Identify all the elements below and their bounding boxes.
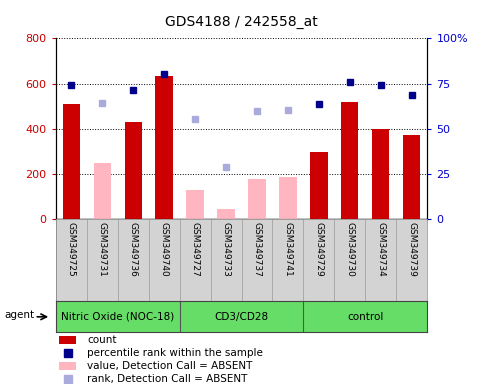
Text: agent: agent [5, 310, 35, 320]
Text: GSM349741: GSM349741 [284, 222, 293, 277]
Text: CD3/CD28: CD3/CD28 [214, 312, 269, 322]
Text: GSM349739: GSM349739 [408, 222, 416, 277]
Text: GSM349727: GSM349727 [190, 222, 199, 277]
Bar [59, 362, 76, 369]
Text: count: count [87, 334, 117, 344]
Bar [311, 152, 327, 219]
Bar [186, 190, 203, 219]
Text: GSM349736: GSM349736 [128, 222, 138, 277]
Text: value, Detection Call = ABSENT: value, Detection Call = ABSENT [87, 361, 253, 371]
Bar [62, 104, 80, 219]
Bar [156, 76, 172, 219]
Bar [403, 136, 421, 219]
Text: GSM349729: GSM349729 [314, 222, 324, 277]
Text: GSM349734: GSM349734 [376, 222, 385, 277]
Text: GSM349733: GSM349733 [222, 222, 230, 277]
Bar [59, 336, 76, 344]
Text: GSM349731: GSM349731 [98, 222, 107, 277]
Text: rank, Detection Call = ABSENT: rank, Detection Call = ABSENT [87, 374, 247, 384]
Bar [217, 209, 235, 219]
Text: Nitric Oxide (NOC-18): Nitric Oxide (NOC-18) [61, 312, 174, 322]
Bar [341, 101, 358, 219]
Bar [125, 122, 142, 219]
Text: control: control [347, 312, 384, 322]
Text: percentile rank within the sample: percentile rank within the sample [87, 348, 263, 358]
Text: GSM349730: GSM349730 [345, 222, 355, 277]
Bar [280, 177, 297, 219]
Bar [248, 179, 266, 219]
Text: GSM349725: GSM349725 [67, 222, 75, 277]
Text: GSM349737: GSM349737 [253, 222, 261, 277]
Bar [94, 163, 111, 219]
Bar [372, 129, 389, 219]
Text: GSM349740: GSM349740 [159, 222, 169, 277]
Text: GDS4188 / 242558_at: GDS4188 / 242558_at [165, 15, 318, 29]
